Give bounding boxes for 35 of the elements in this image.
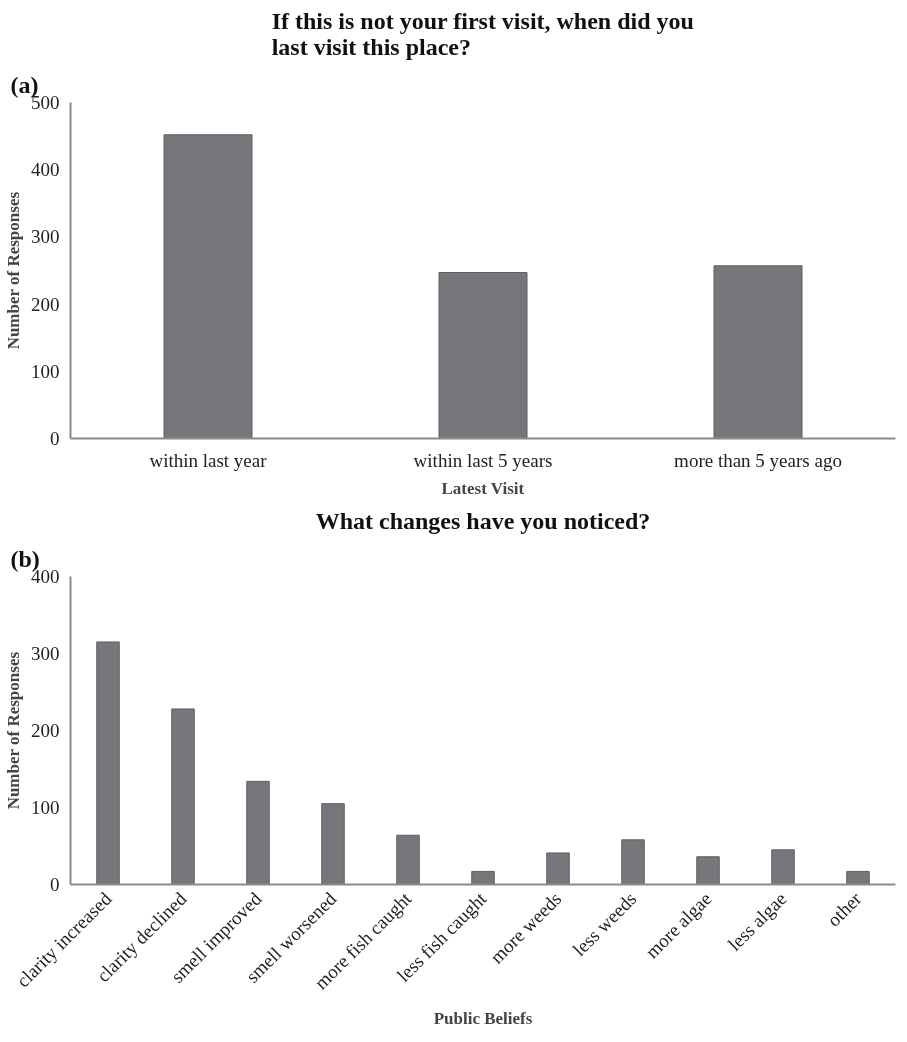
bar bbox=[438, 272, 528, 439]
chart-title: If this is not your first visit, when did you last visit this place? bbox=[271, 7, 694, 60]
x-axis-title: Latest Visit bbox=[441, 478, 525, 498]
y-tick-label: 0 bbox=[50, 428, 60, 449]
bar bbox=[771, 849, 795, 885]
y-axis-title: Number of Responses bbox=[4, 191, 23, 350]
chart-title: What changes have you noticed? bbox=[315, 507, 651, 534]
y-tick-label: 0 bbox=[50, 874, 60, 895]
bar bbox=[713, 265, 803, 439]
x-tick-label: within last 5 years bbox=[413, 449, 553, 471]
y-tick-label: 400 bbox=[31, 159, 60, 181]
y-tick-label: 100 bbox=[31, 360, 60, 382]
bar bbox=[163, 134, 253, 439]
bar bbox=[621, 839, 645, 885]
y-tick-label: 200 bbox=[31, 293, 60, 315]
y-tick-label: 300 bbox=[31, 643, 60, 664]
x-tick-label: other bbox=[822, 887, 866, 931]
bar bbox=[396, 834, 420, 885]
bar bbox=[471, 870, 495, 885]
bar bbox=[96, 641, 120, 885]
x-axis-title: Public Beliefs bbox=[433, 1008, 533, 1028]
x-tick-label: within last year bbox=[149, 449, 268, 471]
bar bbox=[846, 870, 870, 885]
bar bbox=[246, 780, 270, 885]
x-tick-label: more than 5 years ago bbox=[674, 449, 842, 471]
x-tick-label: less algae bbox=[723, 888, 791, 955]
bar bbox=[321, 803, 345, 885]
bar bbox=[546, 852, 570, 885]
y-tick-label: 300 bbox=[31, 226, 60, 248]
bar bbox=[696, 856, 720, 885]
x-tick-label: more algae bbox=[641, 888, 716, 963]
y-tick-label: 200 bbox=[31, 720, 60, 741]
y-tick-label: 100 bbox=[31, 797, 60, 818]
y-axis-title: Number of Responses bbox=[4, 651, 23, 810]
bar bbox=[171, 708, 195, 885]
